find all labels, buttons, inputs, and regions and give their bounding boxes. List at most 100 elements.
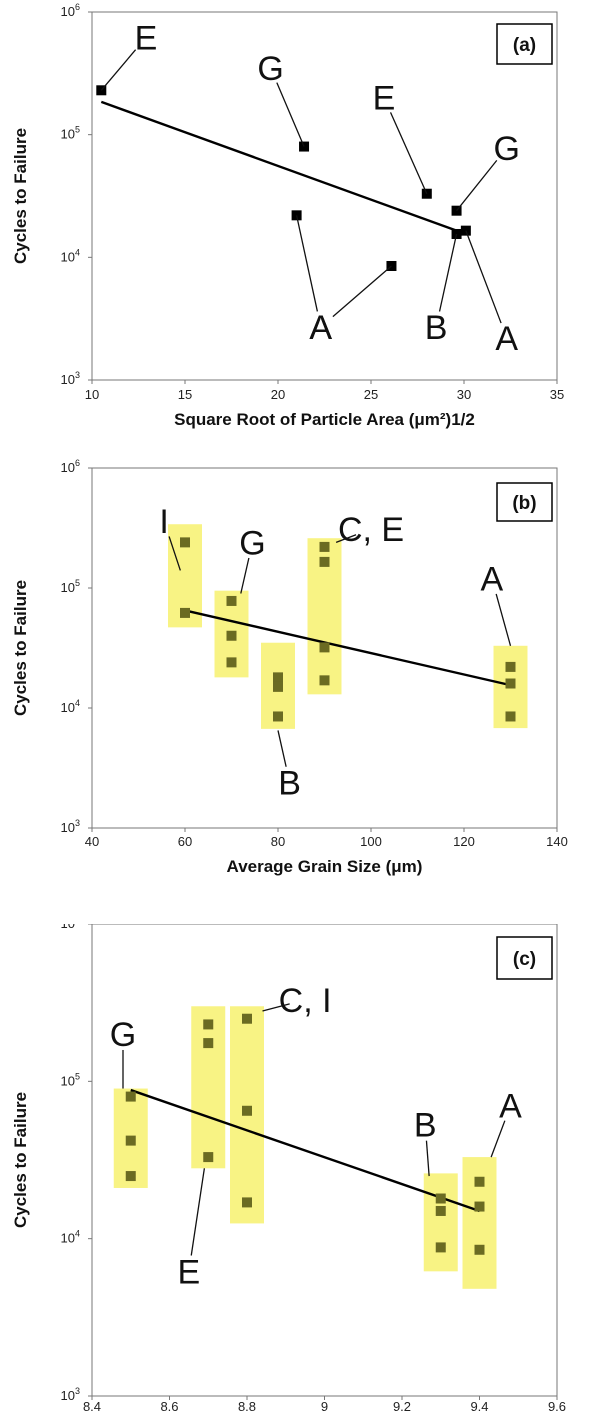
x-tick-label: 9.2 <box>393 1399 411 1412</box>
y-tick-label: 105 <box>61 578 80 595</box>
x-axis-label: Average Grain Size (μm) <box>227 857 423 876</box>
y-tick-base: 10 <box>61 460 75 475</box>
data-point <box>435 1193 446 1204</box>
annotation-label: A <box>309 309 332 347</box>
data-point <box>226 630 237 641</box>
annotation-label: C, E <box>338 511 404 549</box>
annotation-leader <box>262 1003 290 1012</box>
annotation-leader <box>425 1140 430 1177</box>
x-tick-label: 25 <box>364 387 378 402</box>
y-tick-label: 106 <box>61 924 80 931</box>
annotation-leader <box>490 1120 506 1158</box>
annotation-label: B <box>425 309 448 347</box>
annotation-leader <box>276 82 305 147</box>
y-tick-base: 10 <box>61 924 75 931</box>
panel-label-box <box>496 936 553 980</box>
y-tick-exponent: 4 <box>75 1229 80 1239</box>
plot-area <box>91 11 558 381</box>
data-point <box>474 1176 485 1187</box>
annotation-label: C, I <box>279 982 332 1020</box>
y-tick-label: 103 <box>61 818 80 835</box>
annotation-label: A <box>481 560 504 598</box>
x-tick-label: 8.8 <box>238 1399 256 1412</box>
data-point <box>505 661 516 672</box>
x-tick-label: 8.4 <box>83 1399 101 1412</box>
y-tick-base: 10 <box>61 820 75 835</box>
annotation-leader <box>495 593 512 646</box>
x-tick-label: 40 <box>85 834 99 849</box>
y-tick-base: 10 <box>61 4 75 19</box>
y-tick-exponent: 3 <box>75 1386 80 1396</box>
data-point <box>125 1135 136 1146</box>
data-point <box>319 642 330 653</box>
data-point <box>474 1244 485 1255</box>
data-point <box>319 675 330 686</box>
y-tick-label: 104 <box>61 1229 80 1246</box>
y-axis-label: Cycles to Failure <box>11 128 30 264</box>
data-point <box>435 1205 446 1216</box>
y-tick-base: 10 <box>61 249 75 264</box>
y-tick-label: 105 <box>61 1071 80 1088</box>
x-tick-label: 9.6 <box>548 1399 566 1412</box>
data-point <box>319 541 330 552</box>
data-point <box>319 556 330 567</box>
annotation-label: G <box>239 524 265 562</box>
y-tick-exponent: 4 <box>75 698 80 708</box>
x-tick-label: 15 <box>178 387 192 402</box>
y-tick-base: 10 <box>61 1388 75 1403</box>
annotation-leader <box>465 230 502 324</box>
x-tick-label: 9.4 <box>470 1399 488 1412</box>
panel-label-box <box>496 482 553 522</box>
trend-line <box>184 609 511 687</box>
annotation-leader <box>168 536 181 571</box>
y-tick-base: 10 <box>61 127 75 142</box>
y-tick-label: 103 <box>61 370 80 387</box>
x-tick-label: 100 <box>360 834 382 849</box>
chart-panel-b: 40 60 80 100 120 140 103 104 105 106 I G C, E B A (b) Cy… <box>0 458 600 898</box>
annotation-label: E <box>178 1253 201 1291</box>
plot-area <box>91 467 558 829</box>
data-point <box>203 1152 214 1163</box>
data-point <box>125 1171 136 1182</box>
y-tick-label: 105 <box>61 125 80 142</box>
data-point <box>505 678 516 689</box>
x-tick-label: 60 <box>178 834 192 849</box>
y-tick-exponent: 6 <box>75 2 80 12</box>
panel-label: (a) <box>513 35 536 56</box>
y-tick-exponent: 3 <box>75 818 80 828</box>
y-tick-label: 106 <box>61 2 80 19</box>
y-axis-label: Cycles to Failure <box>11 580 30 716</box>
annotation-leader <box>332 265 392 318</box>
highlight-box <box>423 1173 458 1272</box>
y-tick-base: 10 <box>61 1073 75 1088</box>
data-point <box>203 1038 214 1049</box>
annotation-leader <box>389 112 428 194</box>
y-tick-base: 10 <box>61 700 75 715</box>
annotation-label: I <box>159 503 168 541</box>
highlight-box <box>191 1006 226 1169</box>
y-tick-exponent: 4 <box>75 247 80 257</box>
data-point <box>505 711 516 722</box>
annotation-label: B <box>278 764 301 802</box>
annotation-label: G <box>110 1016 136 1054</box>
x-tick-label: 9 <box>321 1399 328 1412</box>
data-point <box>203 1019 214 1030</box>
y-tick-exponent: 5 <box>75 578 80 588</box>
annotation-leader <box>335 534 357 543</box>
chart-panel-a: 10 15 20 25 30 35 103 104 105 106 E G E G A A B A (a) Cycle… <box>0 0 600 438</box>
y-tick-label: 103 <box>61 1386 80 1403</box>
annotation-leader <box>438 233 458 312</box>
data-point <box>242 1197 252 1208</box>
y-axis-label: Cycles to Failure <box>11 1092 30 1228</box>
x-tick-label: 30 <box>457 387 471 402</box>
y-tick-exponent: 5 <box>75 125 80 135</box>
x-axis-label: Square Root of Particle Area (μm²)1/2 <box>174 410 475 429</box>
annotation-label: G <box>494 130 520 168</box>
trend-line <box>100 100 467 236</box>
x-tick-label: 8.6 <box>160 1399 178 1412</box>
x-tick-label: 140 <box>546 834 568 849</box>
y-tick-base: 10 <box>61 580 75 595</box>
data-point <box>242 1013 252 1024</box>
